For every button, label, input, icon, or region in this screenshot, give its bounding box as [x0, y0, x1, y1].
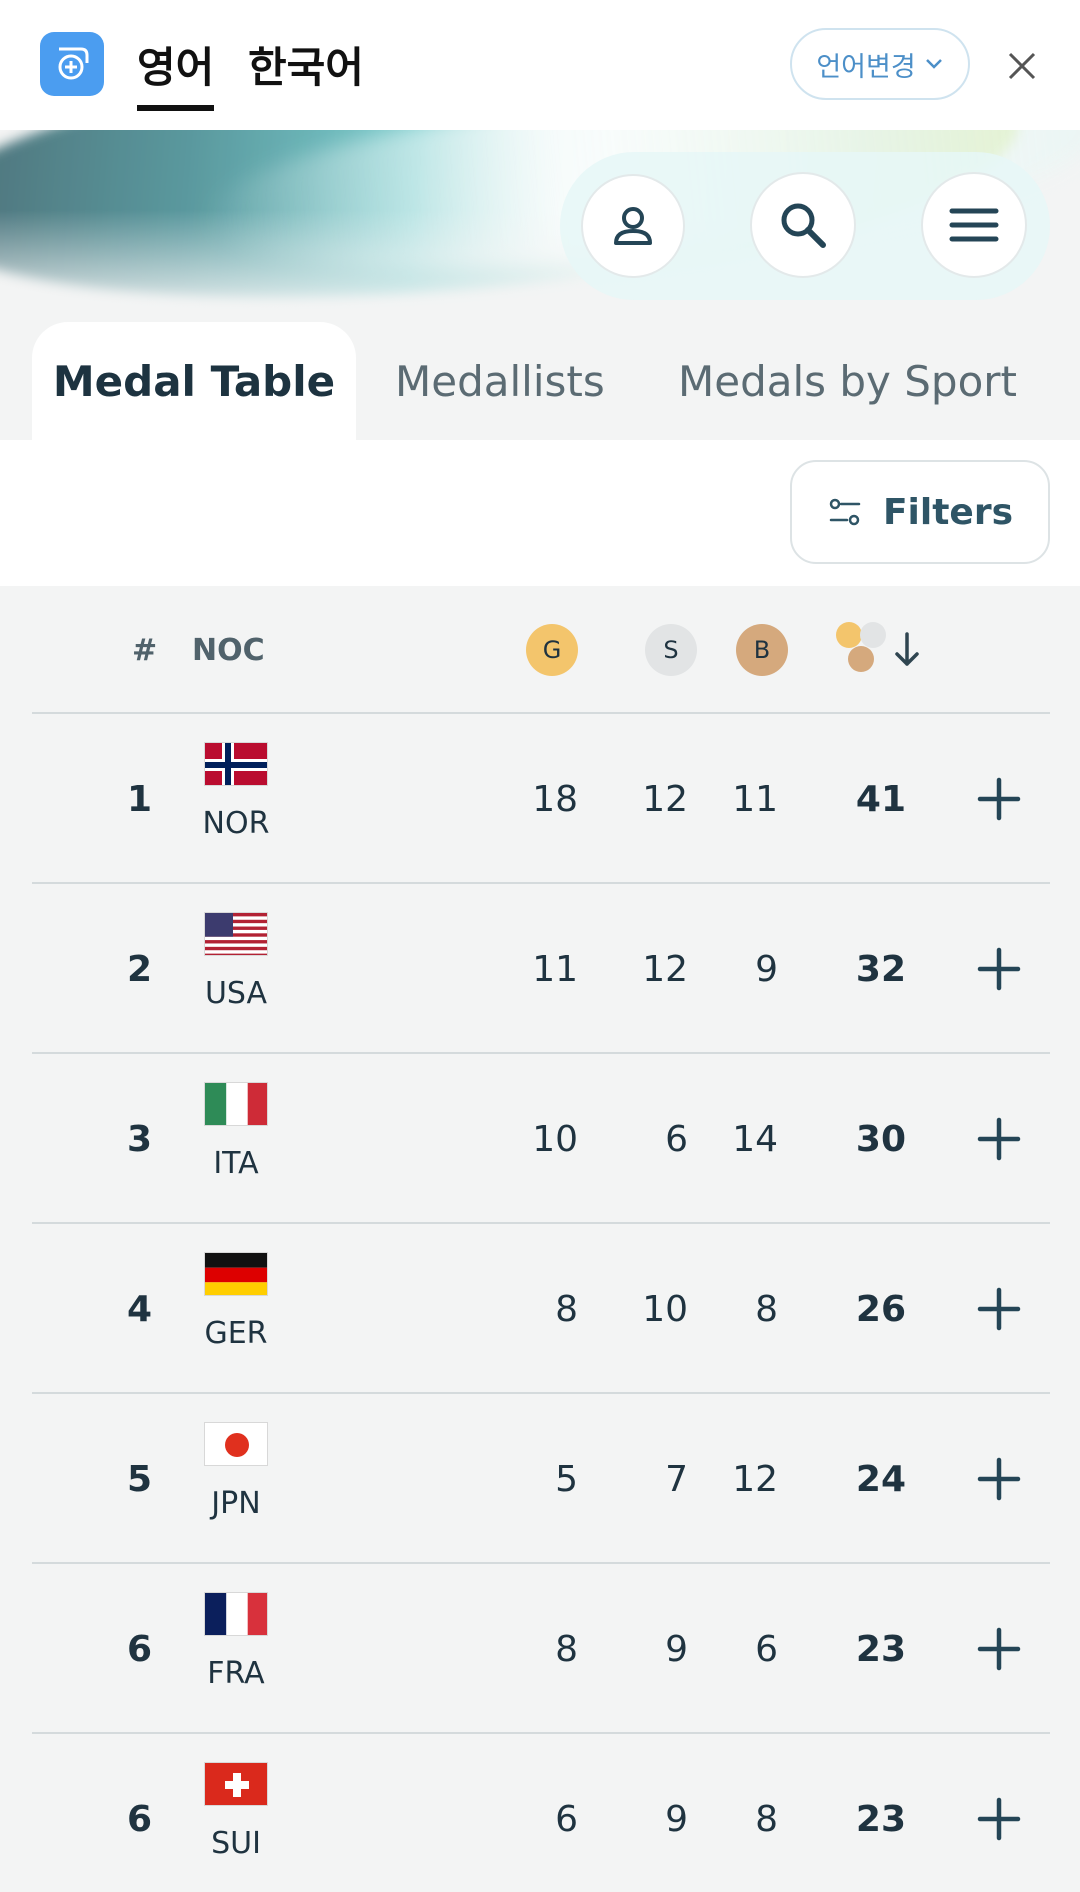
rank-cell: 4 — [126, 1288, 152, 1330]
filters-label: Filters — [882, 491, 1014, 533]
silver-count: 6 — [665, 1118, 688, 1160]
search-button[interactable] — [750, 172, 856, 278]
gold-count: 10 — [532, 1118, 578, 1160]
rank-cell: 6 — [126, 1798, 152, 1840]
noc-code: JPN — [211, 1486, 261, 1521]
bronze-count: 11 — [732, 778, 778, 820]
table-row[interactable]: 5 JPN 5 7 12 24 — [32, 1394, 1050, 1564]
expand-plus-icon[interactable] — [976, 1456, 1022, 1502]
total-count: 24 — [855, 1458, 906, 1500]
flag-germany-icon — [204, 1252, 268, 1296]
flag-japan-icon — [204, 1422, 268, 1466]
total-bronze-dot — [848, 646, 874, 672]
silver-count: 12 — [642, 778, 688, 820]
silver-count: 10 — [642, 1288, 688, 1330]
bronze-count: 6 — [755, 1628, 778, 1670]
sort-descending-icon[interactable] — [892, 630, 922, 670]
expand-plus-icon[interactable] — [976, 1286, 1022, 1332]
gold-count: 18 — [532, 778, 578, 820]
noc-code: SUI — [211, 1826, 261, 1861]
silver-count: 9 — [665, 1628, 688, 1670]
gold-count: 6 — [555, 1798, 578, 1840]
medal-table: # NOC G S B 1 NOR 18 12 11 41 2 USA 11 12 9 32 3 ITA 1… — [0, 586, 1080, 1892]
change-language-button[interactable]: 언어변경 — [790, 28, 970, 100]
rank-cell: 1 — [126, 778, 152, 820]
rank-cell: 6 — [126, 1628, 152, 1670]
account-button[interactable] — [581, 174, 685, 278]
expand-plus-icon[interactable] — [976, 1116, 1022, 1162]
user-icon — [614, 207, 652, 245]
bronze-count: 8 — [755, 1798, 778, 1840]
expand-plus-icon[interactable] — [976, 776, 1022, 822]
total-count: 23 — [855, 1628, 906, 1670]
total-count: 41 — [855, 778, 906, 820]
silver-count: 7 — [665, 1458, 688, 1500]
expand-plus-icon[interactable] — [976, 1626, 1022, 1672]
bronze-count: 9 — [755, 948, 778, 990]
gold-count: 5 — [555, 1458, 578, 1500]
total-gold-dot — [836, 622, 862, 648]
gold-count: 11 — [532, 948, 578, 990]
language-tab-korean[interactable]: 한국어 — [248, 43, 364, 92]
bronze-count: 12 — [732, 1458, 778, 1500]
total-count: 23 — [855, 1798, 906, 1840]
table-header: # NOC G S B — [32, 586, 1050, 714]
tab-medal-table[interactable]: Medal Table — [32, 322, 356, 440]
total-count: 30 — [855, 1118, 906, 1160]
rank-cell: 3 — [126, 1118, 152, 1160]
header-bronze-medal[interactable]: B — [736, 624, 788, 676]
flag-france-icon — [204, 1592, 268, 1636]
noc-code: NOR — [202, 806, 270, 841]
tab-medals-by-sport[interactable]: Medals by Sport — [678, 356, 1017, 406]
medals-tabs: Medal Table Medallists Medals by Sport — [0, 322, 1080, 440]
table-row[interactable]: 1 NOR 18 12 11 41 — [32, 714, 1050, 884]
table-row[interactable]: 6 FRA 8 9 6 23 — [32, 1564, 1050, 1734]
translator-logo-icon — [58, 47, 89, 80]
bronze-count: 8 — [755, 1288, 778, 1330]
expand-plus-icon[interactable] — [976, 946, 1022, 992]
close-translation-button[interactable] — [1000, 44, 1044, 88]
gold-count: 8 — [555, 1288, 578, 1330]
change-language-label: 언어변경 — [816, 51, 916, 83]
filter-area: Filters — [0, 440, 1080, 586]
bronze-count: 14 — [732, 1118, 778, 1160]
noc-code: USA — [204, 976, 268, 1011]
flag-switzerland-icon — [204, 1762, 268, 1806]
silver-count: 9 — [665, 1798, 688, 1840]
flag-norway-icon — [204, 742, 268, 786]
noc-code: GER — [204, 1316, 268, 1351]
total-count: 32 — [855, 948, 906, 990]
rank-cell: 2 — [126, 948, 152, 990]
translation-bar: 영어 한국어 언어변경 — [0, 0, 1080, 130]
header-gold-medal[interactable]: G — [526, 624, 578, 676]
noc-code: ITA — [213, 1146, 259, 1181]
filter-sliders-icon — [829, 498, 861, 526]
translator-app-logo — [40, 32, 104, 96]
search-icon — [781, 203, 826, 248]
flag-usa-icon — [204, 912, 268, 956]
total-count: 26 — [855, 1288, 906, 1330]
total-silver-dot — [860, 622, 886, 648]
close-icon — [1008, 52, 1036, 80]
header-rank: # — [132, 632, 158, 668]
menu-button[interactable] — [921, 172, 1027, 278]
rank-cell: 5 — [126, 1458, 152, 1500]
chevron-down-icon — [925, 59, 942, 69]
table-row[interactable]: 4 GER 8 10 8 26 — [32, 1224, 1050, 1394]
tab-medallists[interactable]: Medallists — [395, 356, 605, 406]
total-medals-icon[interactable] — [834, 620, 890, 676]
expand-plus-icon[interactable] — [976, 1796, 1022, 1842]
table-row[interactable]: 6 SUI 6 9 8 23 — [32, 1734, 1050, 1892]
gold-count: 8 — [555, 1628, 578, 1670]
header-noc: NOC — [192, 632, 265, 668]
noc-code: FRA — [207, 1656, 265, 1691]
language-tab-english[interactable]: 영어 — [137, 34, 215, 111]
hamburger-menu-icon — [949, 208, 999, 242]
flag-italy-icon — [204, 1082, 268, 1126]
table-row[interactable]: 3 ITA 10 6 14 30 — [32, 1054, 1050, 1224]
header-silver-medal[interactable]: S — [645, 624, 697, 676]
table-row[interactable]: 2 USA 11 12 9 32 — [32, 884, 1050, 1054]
filters-button[interactable]: Filters — [790, 460, 1050, 564]
silver-count: 12 — [642, 948, 688, 990]
